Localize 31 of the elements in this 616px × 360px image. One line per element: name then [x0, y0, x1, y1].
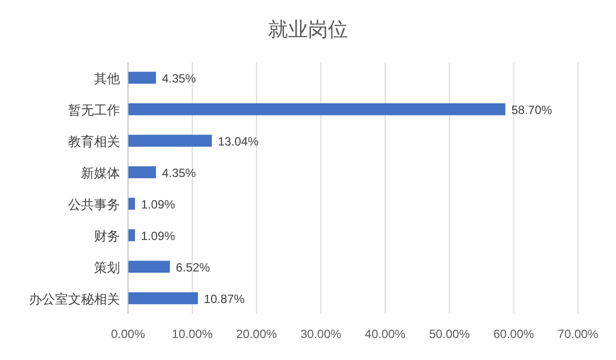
y-tick-label: 教育相关: [68, 134, 120, 149]
y-tick-label: 办公室文秘相关: [29, 291, 120, 306]
x-tick-label: 50.00%: [429, 327, 470, 341]
x-tick-label: 30.00%: [300, 327, 342, 341]
x-tick-label: 0.00%: [110, 327, 146, 341]
x-tick-label: 40.00%: [364, 327, 406, 341]
data-label: 4.35%: [162, 71, 196, 86]
data-label: 10.87%: [204, 292, 245, 306]
data-label: 58.70%: [511, 102, 552, 117]
y-tick-label: 新媒体: [81, 165, 120, 180]
data-label: 6.52%: [176, 260, 210, 274]
y-tick-label: 其他: [94, 70, 120, 86]
bar: [128, 134, 212, 147]
bar: [128, 72, 156, 84]
x-tick-label: 10.00%: [172, 327, 213, 341]
data-label: 1.09%: [141, 197, 176, 212]
bar: [128, 103, 506, 116]
x-tick-label: 20.00%: [236, 327, 278, 341]
bar: [128, 292, 198, 304]
data-label: 1.09%: [141, 228, 176, 243]
chart-title: 就业岗位: [268, 19, 348, 41]
data-label: 4.35%: [162, 166, 196, 180]
x-tick-label: 70.00%: [558, 327, 599, 341]
y-tick-label: 财务: [94, 228, 120, 244]
y-tick-label: 公共事务: [68, 196, 120, 212]
bar: [128, 260, 170, 273]
y-tick-label: 策划: [94, 260, 120, 275]
x-tick-label: 60.00%: [493, 327, 534, 341]
bar: [128, 166, 156, 178]
y-tick-label: 暂无工作: [68, 102, 120, 118]
data-label: 13.04%: [218, 134, 259, 148]
